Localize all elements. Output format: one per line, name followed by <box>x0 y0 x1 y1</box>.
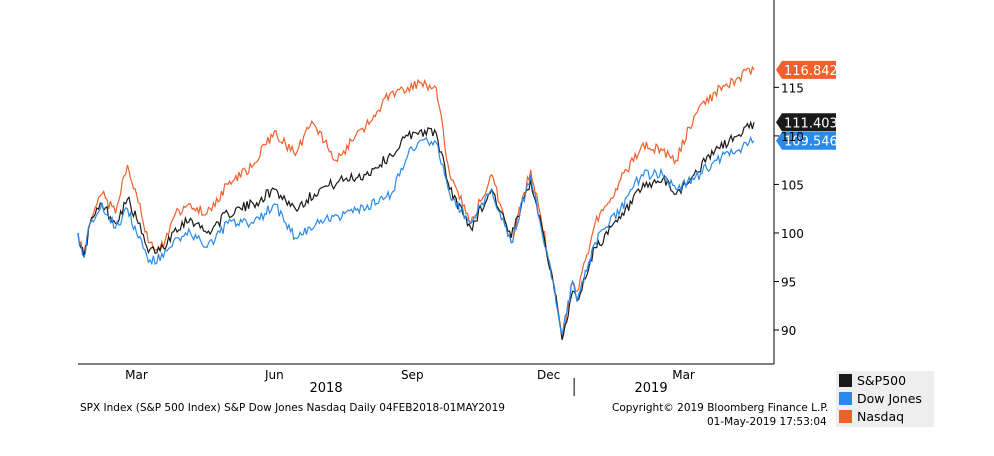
y-tick-label: 90 <box>781 324 796 338</box>
x-tick-label: Sep <box>401 368 424 382</box>
legend-label-dow-jones: Dow Jones <box>857 391 922 406</box>
x-tick-label: Mar <box>672 368 695 382</box>
badge-value: 109.546 <box>784 135 838 150</box>
y-tick-label: 110 <box>781 130 804 144</box>
last-value-badge-nasdaq: 116.842 <box>776 60 838 79</box>
legend-item-dow-jones: Dow Jones <box>836 390 934 407</box>
last-value-badges: 109.546 111.403 116.842 <box>776 60 838 150</box>
badge-shape <box>776 60 836 79</box>
copyright-note: Copyright© 2019 Bloomberg Finance L.P. <box>612 402 829 414</box>
legend-swatch-nasdaq <box>839 410 852 423</box>
last-value-badge-dow-jones: 109.546 <box>776 131 838 150</box>
x-tick-label: Dec <box>537 368 560 382</box>
series-line-s-p500 <box>77 120 755 340</box>
legend-item-sp500: S&P500 <box>836 372 934 389</box>
legend-swatch-dow-jones <box>839 392 852 405</box>
series-line-dow-jones <box>77 135 755 336</box>
badge-shape <box>776 131 836 150</box>
year-label-2019: 2019 <box>635 381 668 396</box>
x-tick-label: Mar <box>125 368 148 382</box>
x-tick-label: Jun <box>264 368 284 382</box>
legend-swatch-sp500 <box>839 374 852 387</box>
axes: 90 95 100 105 110 115 Mar Jun Sep Dec Mar 2018 2019 <box>78 0 804 396</box>
y-tick-label: 100 <box>781 227 804 241</box>
plot-lines <box>77 65 755 340</box>
badge-value: 111.403 <box>784 116 838 131</box>
legend-label-nasdaq: Nasdaq <box>857 409 905 424</box>
badge-value: 116.842 <box>784 64 838 79</box>
timestamp: 01-May-2019 17:53:04 <box>707 416 827 428</box>
series-line-nasdaq <box>77 65 755 340</box>
source-note: SPX Index (S&P 500 Index) S&P Dow Jones … <box>80 402 505 414</box>
y-tick-label: 105 <box>781 178 804 192</box>
legend: S&P500 Dow Jones Nasdaq <box>836 371 934 427</box>
y-tick-label: 115 <box>781 81 804 95</box>
last-value-badge-s-p500: 111.403 <box>776 113 838 132</box>
y-tick-label: 95 <box>781 275 796 289</box>
legend-label-sp500: S&P500 <box>857 373 907 388</box>
badge-shape <box>776 113 836 132</box>
year-label-2018: 2018 <box>310 381 343 396</box>
legend-item-nasdaq: Nasdaq <box>836 408 934 425</box>
